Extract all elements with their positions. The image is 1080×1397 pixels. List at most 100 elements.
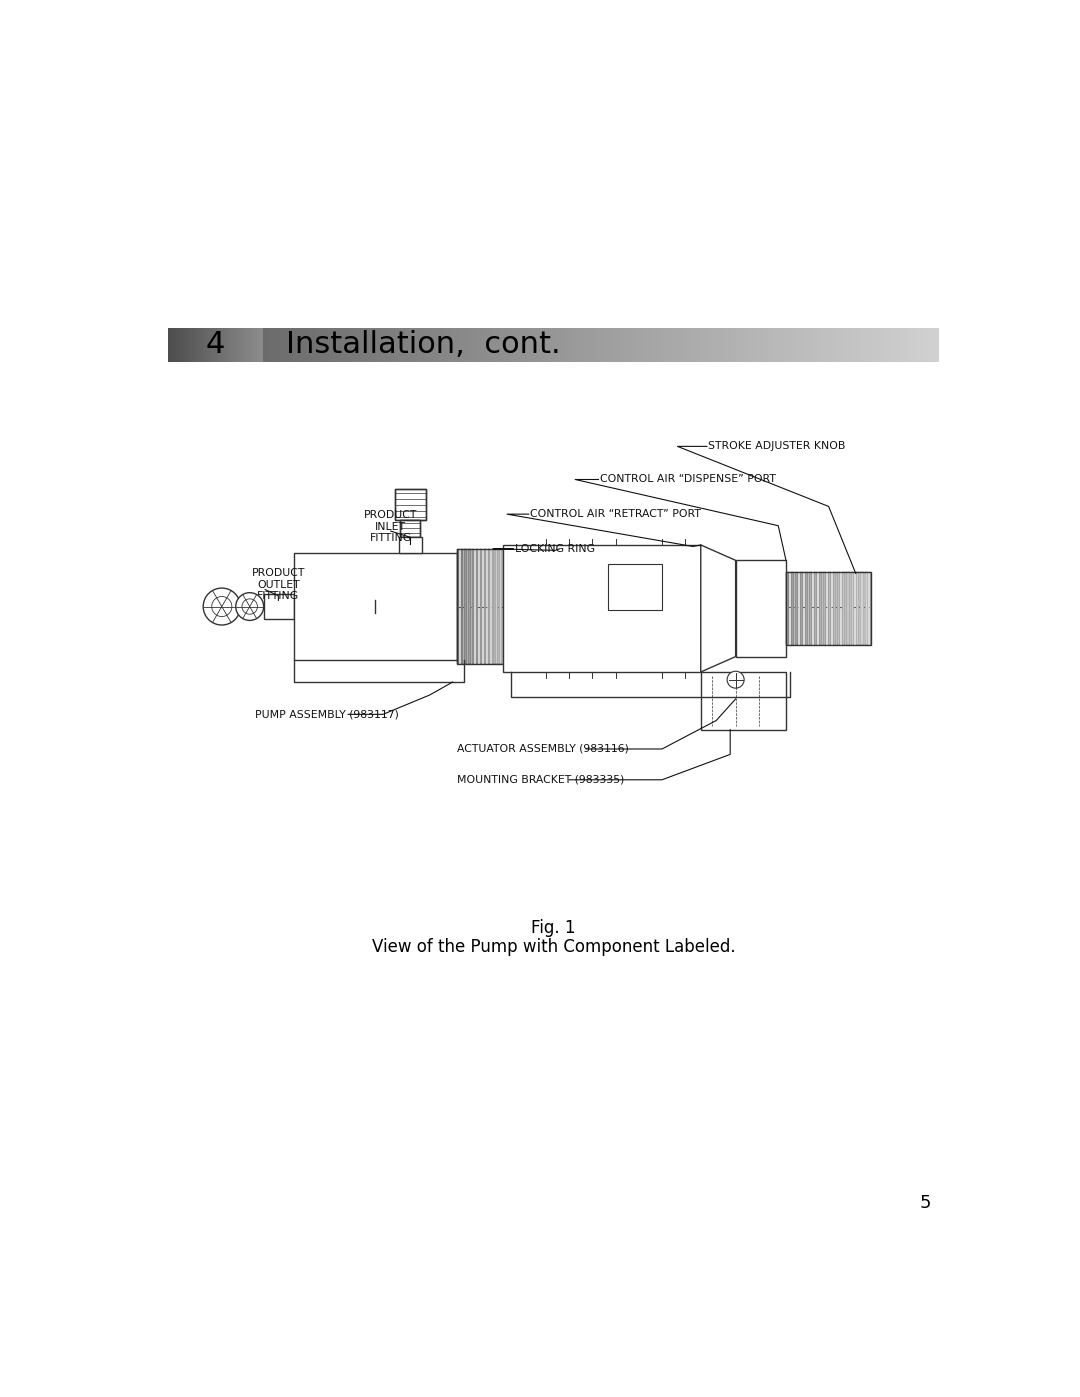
Bar (215, 328, 217, 362)
Bar (581, 328, 584, 362)
Text: 5: 5 (920, 1194, 931, 1213)
Bar (757, 328, 760, 362)
Bar (584, 328, 588, 362)
Bar (432, 328, 435, 362)
Bar (499, 549, 501, 665)
Bar (805, 328, 808, 362)
Bar (307, 328, 310, 362)
Bar (513, 328, 516, 362)
Bar (659, 328, 662, 362)
Bar (665, 328, 669, 362)
Bar (252, 328, 254, 362)
Bar (855, 328, 859, 362)
Bar (340, 328, 345, 362)
Bar (868, 328, 872, 362)
Bar (919, 328, 922, 362)
Bar (204, 328, 205, 362)
Bar (257, 328, 259, 362)
Bar (814, 571, 816, 645)
Bar (205, 328, 207, 362)
Text: PRODUCT
OUTLET
FITTING: PRODUCT OUTLET FITTING (252, 569, 305, 601)
Bar (554, 328, 557, 362)
Bar (727, 328, 730, 362)
Bar (473, 328, 476, 362)
Bar (848, 328, 851, 362)
Bar (179, 328, 180, 362)
Bar (472, 549, 474, 665)
Bar (588, 328, 591, 362)
Bar (564, 328, 567, 362)
Bar (294, 328, 297, 362)
Bar (760, 328, 764, 362)
Circle shape (212, 597, 232, 616)
Circle shape (203, 588, 241, 624)
Bar (337, 328, 340, 362)
Bar (240, 328, 242, 362)
Bar (503, 545, 701, 672)
Bar (354, 328, 357, 362)
Bar (321, 328, 324, 362)
Bar (689, 328, 692, 362)
Bar (402, 328, 405, 362)
Bar (916, 328, 919, 362)
Bar (297, 328, 300, 362)
Bar (786, 571, 789, 645)
Bar (351, 328, 354, 362)
Bar (357, 328, 361, 362)
Bar (570, 328, 575, 362)
Bar (462, 328, 465, 362)
Bar (190, 328, 192, 362)
Bar (194, 328, 197, 362)
Bar (567, 328, 570, 362)
Bar (652, 328, 656, 362)
Bar (456, 328, 459, 362)
Bar (247, 328, 249, 362)
Bar (262, 328, 267, 362)
Bar (527, 328, 530, 362)
Bar (259, 328, 261, 362)
Bar (408, 328, 411, 362)
Text: LOCKING RING: LOCKING RING (515, 543, 595, 553)
Bar (405, 328, 408, 362)
Bar (833, 571, 836, 645)
Bar (784, 328, 787, 362)
Bar (237, 328, 238, 362)
Bar (926, 328, 929, 362)
Text: MOUNTING BRACKET (983335): MOUNTING BRACKET (983335) (457, 775, 624, 785)
Bar (679, 328, 683, 362)
Bar (488, 549, 490, 665)
Bar (837, 571, 840, 645)
Bar (618, 328, 621, 362)
Bar (557, 328, 561, 362)
Text: ACTUATOR ASSEMBLY (983116): ACTUATOR ASSEMBLY (983116) (457, 745, 629, 754)
Bar (217, 328, 219, 362)
Bar (875, 328, 878, 362)
Bar (435, 328, 438, 362)
Bar (696, 328, 699, 362)
Bar (723, 328, 727, 362)
Bar (457, 549, 459, 665)
Bar (615, 328, 618, 362)
Bar (828, 571, 831, 645)
Bar (255, 328, 257, 362)
Bar (289, 328, 294, 362)
Bar (500, 328, 503, 362)
Bar (227, 328, 229, 362)
Bar (635, 328, 638, 362)
Bar (507, 328, 510, 362)
Bar (197, 328, 198, 362)
Polygon shape (701, 545, 735, 672)
Bar (865, 328, 868, 362)
Bar (805, 571, 808, 645)
Bar (230, 328, 232, 362)
Bar (847, 571, 850, 645)
Bar (399, 328, 402, 362)
Bar (933, 328, 936, 362)
Text: CONTROL AIR “DISPENSE” PORT: CONTROL AIR “DISPENSE” PORT (600, 475, 775, 485)
Bar (492, 328, 497, 362)
Bar (457, 549, 503, 665)
Bar (851, 328, 855, 362)
Bar (459, 328, 462, 362)
Bar (861, 571, 864, 645)
Bar (415, 328, 418, 362)
